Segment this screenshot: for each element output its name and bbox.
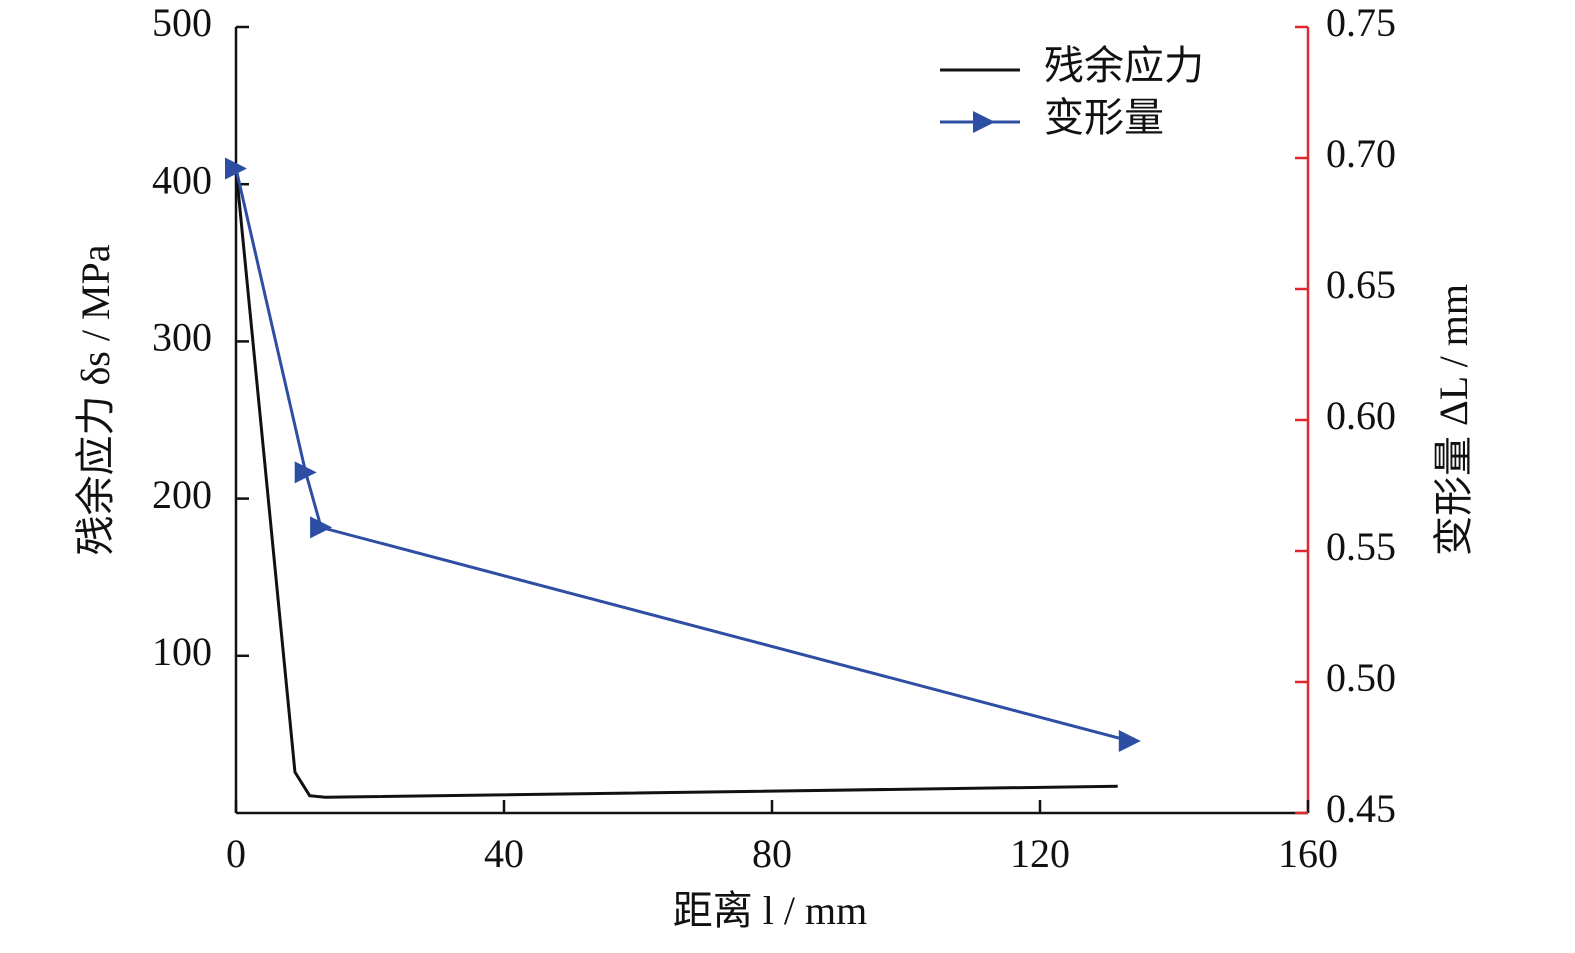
marker [225,157,247,180]
marker [294,461,317,484]
y2-tick-label: 0.50 [1326,655,1396,700]
y-tick-label: 400 [152,157,212,202]
x-tick-label: 160 [1278,831,1338,876]
x-tick-label: 40 [484,831,524,876]
y2-tick-label: 0.60 [1326,393,1396,438]
x-tick-label: 80 [752,831,792,876]
y2-axis-label: 变形量 ΔL / mm [1431,284,1476,556]
series-line [234,168,1118,799]
series-line [234,168,1131,743]
x-tick-label: 0 [226,831,246,876]
y-tick-label: 300 [152,315,212,360]
y2-tick-label: 0.65 [1326,262,1396,307]
y2-tick-label: 0.75 [1326,0,1396,45]
legend-marker [973,111,995,133]
legend-label: 残余应力 [1044,43,1204,88]
x-axis-label: 距离 l / mm [673,888,867,933]
y2-tick-label: 0.55 [1326,524,1396,569]
y2-tick-label: 0.45 [1326,786,1396,831]
x-tick-label: 120 [1010,831,1070,876]
legend-label: 变形量 [1044,95,1164,140]
y-tick-label: 100 [152,629,212,674]
y-tick-label: 500 [152,0,212,45]
y-tick-label: 200 [152,472,212,517]
y-axis-label: 残余应力 δs / MPa [73,244,118,555]
marker [1118,729,1141,752]
marker [310,516,333,539]
y2-tick-label: 0.70 [1326,131,1396,176]
